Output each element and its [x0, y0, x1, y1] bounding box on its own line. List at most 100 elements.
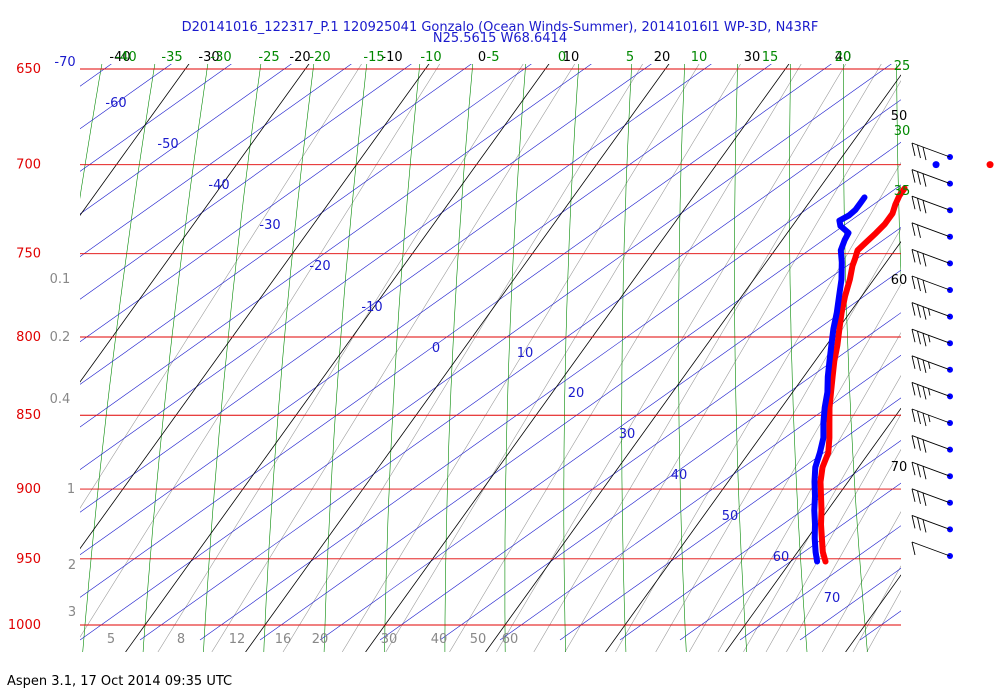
wind-barb-half-flag: [928, 308, 931, 316]
wind-barb-staff: [911, 488, 951, 504]
isotherm-label: 70: [891, 460, 908, 475]
dry-adiabat-label: 15: [762, 50, 779, 65]
mixing-ratio-line: [717, 332, 901, 652]
wind-barb-staff: [911, 142, 951, 158]
moist-adiabat-label: -70: [54, 55, 75, 70]
footer-text: Aspen 3.1, 17 Oct 2014 09:35 UTC: [7, 674, 232, 689]
moist-adiabat-line: [80, 64, 892, 641]
wind-barb-flag: [917, 464, 921, 478]
isotherm-line: [485, 74, 901, 652]
pressure-label: 800: [16, 330, 41, 345]
dry-adiabat-line: [789, 64, 808, 652]
chart-title-line2: N25.5615 W68.6414: [433, 31, 567, 46]
isotherm-label: 30: [744, 50, 761, 65]
wind-barb-flag: [911, 275, 916, 290]
wind-barb: [911, 514, 953, 533]
mixing-ratio-line: [821, 511, 901, 652]
mixing-ratio-line: [615, 161, 901, 652]
wind-barb-flag: [917, 331, 921, 345]
isotherm-line: [80, 64, 190, 216]
dry-adiabat-line: [263, 64, 315, 652]
wind-barb-staff: [911, 541, 951, 557]
wind-barb-flag: [922, 519, 927, 533]
moist-adiabat-label: 50: [722, 509, 739, 524]
wind-barb-flag: [922, 359, 927, 373]
wind-barb-staff: [911, 195, 951, 211]
wind-barb: [911, 195, 953, 214]
dry-adiabat-label: 25: [894, 59, 911, 74]
isotherm-label: 50: [891, 109, 908, 124]
dry-adiabat-label: 35: [894, 184, 911, 199]
temperature-top-marker: [986, 161, 994, 169]
isotherm-label: -40: [109, 50, 130, 65]
isotherm-line: [845, 574, 901, 652]
wind-barb: [911, 435, 953, 453]
mixing-ratio-label: 20: [312, 632, 329, 647]
mixing-ratio-line: [765, 413, 901, 652]
mixing-ratio-label: 0.4: [50, 392, 71, 407]
pressure-label: 1000: [8, 618, 41, 633]
moist-adiabat-label: -10: [361, 300, 382, 315]
mixing-ratio-label: 30: [381, 632, 398, 647]
wind-barb-flag: [917, 144, 921, 159]
dry-adiabat-label: -40: [115, 50, 136, 65]
wind-barb-flag: [922, 492, 927, 506]
wind-barb-flag: [917, 517, 921, 531]
dry-adiabat-line: [896, 64, 901, 282]
wind-barb-staff: [911, 275, 951, 291]
dry-adiabat-label: -35: [161, 50, 182, 65]
isotherm-line: [725, 407, 901, 652]
wind-barb-flag: [911, 302, 916, 316]
wind-barb-flag: [917, 437, 921, 451]
isotherm-label: 40: [835, 50, 852, 65]
mixing-ratio-line: [925, 52, 1000, 652]
wind-barb-flag: [911, 249, 916, 263]
isotherm-line: [245, 64, 670, 652]
dry-adiabat-line: [504, 64, 527, 652]
wind-barb-flag: [922, 279, 927, 294]
dry-adiabat-label: 0: [558, 50, 566, 65]
moist-adiabat-line: [439, 312, 901, 641]
wind-barb-flag: [911, 462, 916, 476]
wind-barb-flag: [917, 224, 921, 238]
wind-barb-staff: [911, 328, 951, 344]
wind-barb: [911, 461, 953, 480]
moist-adiabat-line: [199, 141, 901, 641]
wind-barb-staff: [911, 248, 951, 264]
mixing-ratio-label: 0.1: [50, 272, 71, 287]
wind-barb-half-flag: [928, 414, 931, 423]
dry-adiabat-line: [384, 64, 421, 652]
moist-adiabat-label: 0: [432, 341, 440, 356]
moist-adiabat-line: [80, 64, 412, 300]
wind-barb: [911, 355, 953, 373]
dry-adiabat-line: [82, 64, 156, 652]
wind-barb: [911, 169, 953, 187]
wind-barb-flag: [917, 384, 921, 398]
moist-adiabat-line: [80, 64, 592, 428]
moist-adiabat-label: -40: [208, 178, 229, 193]
isotherm-label: 60: [891, 273, 908, 288]
isotherm-lines: [80, 64, 901, 652]
sounding-profiles: [811, 161, 994, 565]
wind-barb: [911, 142, 953, 161]
pressure-label: 900: [16, 482, 41, 497]
mixing-ratio-label: 1: [67, 482, 75, 497]
mixing-ratio-line: [786, 448, 901, 652]
dewpoint-top-marker: [932, 161, 940, 169]
dewpoint-profile-line: [811, 194, 868, 565]
mixing-ratio-line: [852, 565, 901, 652]
mixing-ratio-label: 50: [470, 632, 487, 647]
wind-barb-flag: [911, 329, 916, 343]
isotherm-label: 10: [563, 50, 580, 65]
wind-barb-flag: [911, 408, 916, 423]
wind-barb-flag: [917, 410, 921, 425]
wind-barb-half-flag: [928, 335, 931, 343]
isotherm-label: -10: [381, 50, 402, 65]
mixing-ratio-label: 16: [275, 632, 292, 647]
wind-barb-staff: [911, 408, 951, 424]
moist-adiabat-line: [559, 397, 901, 641]
moist-adiabat-label: 40: [671, 468, 688, 483]
mixing-ratio-line: [972, 52, 1000, 652]
mixing-ratio-line: [80, 64, 362, 509]
